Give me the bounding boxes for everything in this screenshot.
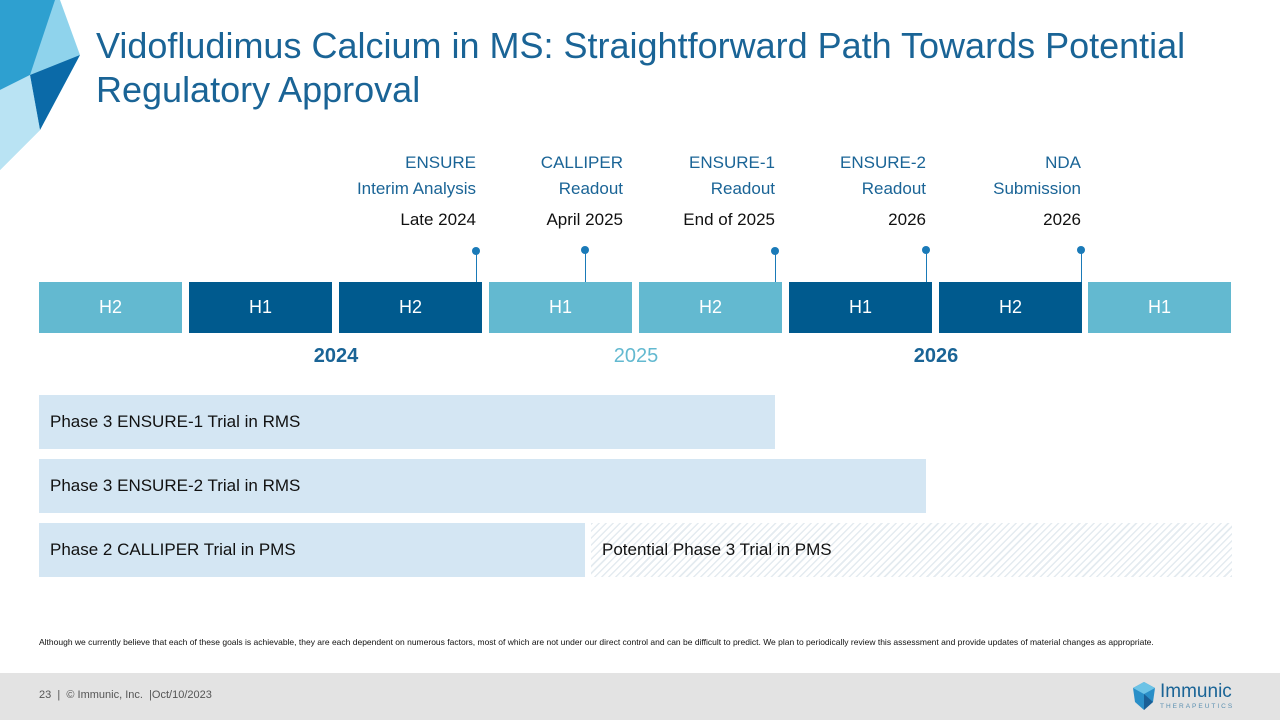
- milestone-date: End of 2025: [683, 210, 775, 229]
- milestone-date: Late 2024: [400, 210, 476, 229]
- milestone-label: CALLIPER: [540, 153, 623, 172]
- milestone-date: 2026: [888, 210, 926, 229]
- immunic-logo-icon: [1133, 682, 1155, 710]
- milestone-pin-line: [476, 251, 477, 282]
- footer-company: © Immunic, Inc.: [66, 689, 143, 701]
- milestone-pin-line: [775, 251, 776, 282]
- year-label-2024: 2024: [313, 345, 359, 367]
- trial-bar-potential-phase3: Potential Phase 3 Trial in PMS: [591, 523, 1232, 577]
- milestone-pin-line: [926, 250, 927, 282]
- trial-bar-ensure-1: Phase 3 ENSURE-1 Trial in RMS: [39, 395, 775, 449]
- milestone-ensure-interim: ENSURE Interim Analysis Late 2024: [280, 150, 476, 230]
- trial-label: Potential Phase 3 Trial in PMS: [602, 540, 832, 559]
- trial-label: Phase 3 ENSURE-1 Trial in RMS: [50, 412, 301, 431]
- milestone-label: Readout: [710, 179, 775, 198]
- footer-separator: |: [149, 689, 152, 701]
- milestone-label: Submission: [993, 179, 1081, 198]
- milestone-label: ENSURE: [405, 153, 476, 172]
- milestone-calliper: CALLIPER Readout April 2025: [450, 150, 623, 230]
- page-title: Vidofludimus Calcium in MS: Straightforw…: [96, 25, 1186, 110]
- footer-separator: |: [57, 689, 61, 701]
- milestone-label: NDA: [1045, 153, 1081, 172]
- trial-label: Phase 2 CALLIPER Trial in PMS: [50, 540, 296, 559]
- corner-decoration: [0, 0, 80, 170]
- milestone-date: April 2025: [546, 210, 623, 229]
- milestone-ensure-2: ENSURE-2 Readout 2026: [760, 150, 926, 230]
- milestone-label: Readout: [558, 179, 623, 198]
- milestone-label: ENSURE-1: [689, 153, 775, 172]
- trial-bar-ensure-2: Phase 3 ENSURE-2 Trial in RMS: [39, 459, 926, 513]
- half-block-2024-h2: H2: [39, 282, 182, 333]
- page-number: 23: [39, 689, 52, 701]
- trial-label: Phase 3 ENSURE-2 Trial in RMS: [50, 476, 301, 495]
- milestone-pin-line: [585, 250, 586, 282]
- disclaimer-text: Although we currently believe that each …: [39, 637, 1154, 647]
- half-block-2026-h2: H2: [639, 282, 782, 333]
- milestone-pin-line: [1081, 250, 1082, 282]
- half-block-2025-h1: H1: [189, 282, 332, 333]
- milestone-label: ENSURE-2: [840, 153, 926, 172]
- milestone-nda: NDA Submission 2026: [920, 150, 1081, 230]
- half-block-2025-h2: H2: [339, 282, 482, 333]
- trial-bar-calliper: Phase 2 CALLIPER Trial in PMS: [39, 523, 585, 577]
- year-label-2026: 2026: [913, 345, 959, 367]
- half-block-2026-h1: H1: [489, 282, 632, 333]
- year-label-2025: 2025: [613, 345, 659, 367]
- logo-name: Immunic: [1160, 681, 1232, 702]
- milestone-date: 2026: [1043, 210, 1081, 229]
- half-block-2028-h1: H1: [1088, 282, 1231, 333]
- footer-date: Oct/10/2023: [151, 689, 212, 701]
- half-block-2027-h1: H1: [789, 282, 932, 333]
- milestone-label: Readout: [861, 179, 926, 198]
- footer-bar: [0, 673, 1280, 720]
- half-block-2027-h2: H2: [939, 282, 1082, 333]
- logo-subtitle: THERAPEUTICS: [1160, 703, 1235, 710]
- footer-info: 23 | © Immunic, Inc. |Oct/10/2023: [39, 689, 212, 701]
- milestone-label: Interim Analysis: [356, 179, 476, 198]
- milestone-ensure-1: ENSURE-1 Readout End of 2025: [600, 150, 775, 230]
